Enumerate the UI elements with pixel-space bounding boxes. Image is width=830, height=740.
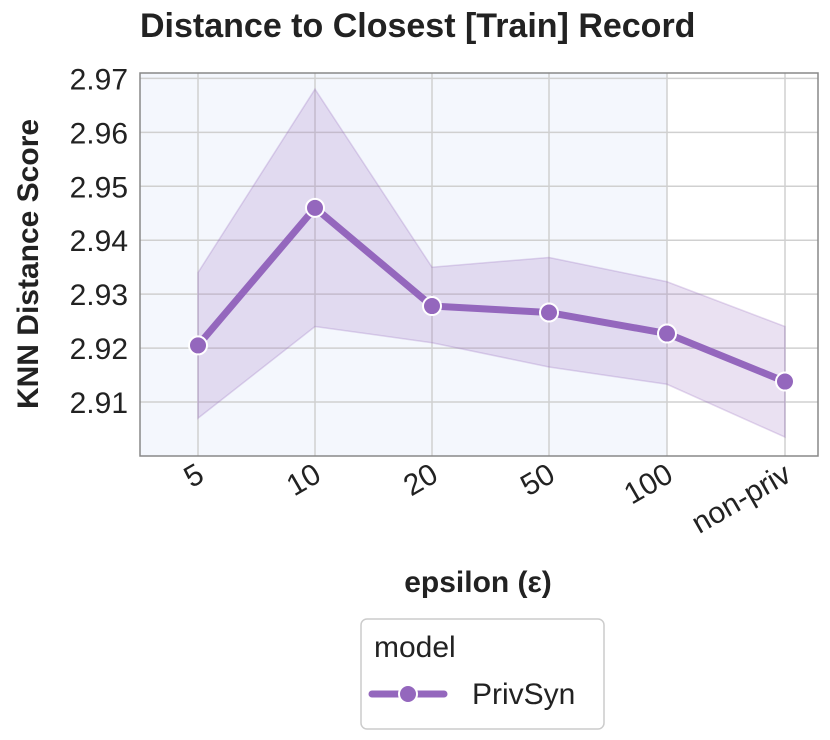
data-point-10 xyxy=(305,197,325,218)
y-tick-label-1: 2.92 xyxy=(70,333,128,366)
y-tick-label-4: 2.95 xyxy=(70,171,128,204)
x-tick-label-4: 100 xyxy=(619,457,679,511)
data-point-100 xyxy=(657,323,677,344)
x-tick-label-5: non-priv xyxy=(686,457,796,540)
plot-area: 2.91 2.92 2.93 2.94 2.95 2.96 2.97 5 10 20 50 100 no… xyxy=(70,63,819,540)
x-tick-label-0: 5 xyxy=(179,457,210,494)
x-tick-label-3: 50 xyxy=(515,457,560,502)
x-axis-label: epsilon (ε) xyxy=(404,566,552,599)
chart-title: Distance to Closest [Train] Record xyxy=(140,7,695,45)
x-tick-label-1: 10 xyxy=(281,457,326,502)
data-point-non-priv xyxy=(775,371,795,392)
data-point-5 xyxy=(188,335,208,356)
data-point-20 xyxy=(422,296,442,317)
x-tick-label-2: 20 xyxy=(398,457,443,502)
data-point-50 xyxy=(539,302,559,323)
y-axis-label: KNN Distance Score xyxy=(12,119,45,409)
series-line-0 xyxy=(194,204,789,386)
background-band-0 xyxy=(140,73,667,456)
confidence-band-0 xyxy=(197,87,786,439)
legend-label-privsyn: PrivSyn xyxy=(472,678,575,711)
y-tick-label-3: 2.94 xyxy=(70,225,128,258)
plot-border xyxy=(139,72,819,457)
y-tick-label-0: 2.91 xyxy=(70,387,128,420)
y-tick-label-5: 2.96 xyxy=(70,117,128,150)
y-tick-label-2: 2.93 xyxy=(70,279,128,312)
legend: model PrivSyn xyxy=(360,618,605,730)
legend-box xyxy=(360,618,605,730)
y-tick-label-6: 2.97 xyxy=(70,63,128,96)
legend-title: model xyxy=(374,631,456,664)
legend-marker-sample xyxy=(398,684,418,704)
